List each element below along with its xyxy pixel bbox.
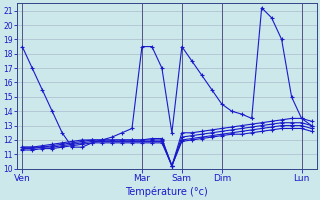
X-axis label: Température (°c): Température (°c)	[125, 186, 208, 197]
